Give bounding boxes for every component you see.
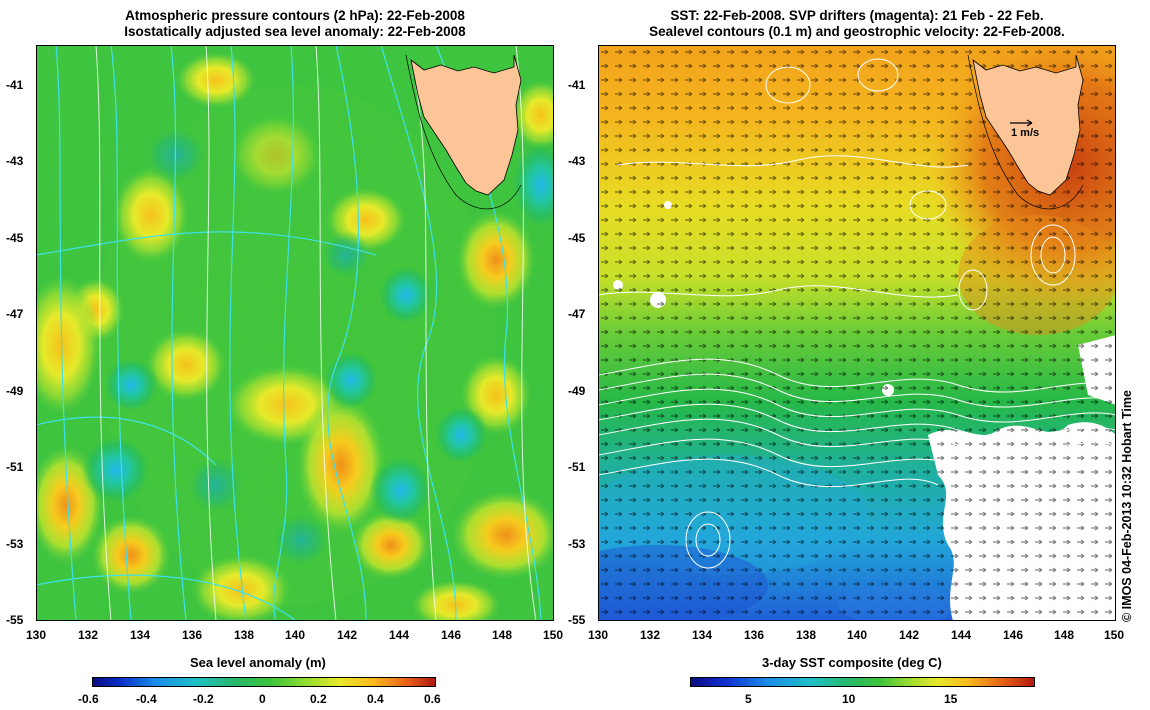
left-xtick-label: 130: [26, 628, 47, 642]
left-xtick-label: 144: [389, 628, 410, 642]
left-ytick-label: -45: [6, 231, 24, 245]
right-ytick-label: -45: [568, 231, 586, 245]
sla-map: [36, 45, 554, 621]
velocity-scale-arrow: [1010, 119, 1033, 127]
right-ytick-label: -53: [568, 537, 586, 551]
right-xtick-label: 136: [744, 628, 765, 642]
left-xtick-label: 150: [543, 628, 564, 642]
sla-colorbar-tick: -0.6: [78, 692, 99, 706]
right-ytick-label: -51: [568, 460, 586, 474]
left-title-line2: Isostatically adjusted sea level anomaly…: [124, 24, 466, 39]
sla-colorbar-tick: 0.4: [367, 692, 384, 706]
left-xtick-label: 142: [337, 628, 358, 642]
right-title-line2: Sealevel contours (0.1 m) and geostrophi…: [649, 24, 1065, 39]
left-xtick-label: 134: [130, 628, 151, 642]
left-ytick-label: -43: [6, 154, 24, 168]
left-xtick-label: 140: [285, 628, 306, 642]
sst-map: [598, 45, 1116, 621]
right-xtick-label: 138: [796, 628, 817, 642]
right-title-line1: SST: 22-Feb-2008. SVP drifters (magenta)…: [670, 8, 1044, 23]
left-ytick-label: -47: [6, 307, 24, 321]
isobars-white: [95, 45, 537, 621]
left-xtick-label: 132: [78, 628, 99, 642]
left-title: Atmospheric pressure contours (2 hPa): 2…: [36, 8, 554, 40]
sla-map-canvas: [36, 45, 554, 621]
right-xtick-label: 142: [899, 628, 920, 642]
sealevel-contours: [598, 58, 1116, 569]
tasmania-land: [410, 54, 522, 196]
sst-colorbar-tick: 10: [842, 692, 856, 706]
left-ytick-label: -55: [6, 613, 24, 627]
right-xtick-label: 146: [1003, 628, 1024, 642]
sst-colorbar: [690, 677, 1035, 687]
sla-colorbar-tick: -0.4: [136, 692, 157, 706]
sst-colorbar-tick: 5: [745, 692, 752, 706]
left-xtick-label: 148: [492, 628, 513, 642]
right-xtick-label: 150: [1104, 628, 1125, 642]
sla-colorbar-tick: 0.6: [424, 692, 441, 706]
shelf-contour: [405, 54, 522, 210]
velocity-scale-label: 1 m/s: [1011, 127, 1040, 139]
right-xtick-label: 130: [588, 628, 609, 642]
sst-colorbar-title: 3-day SST composite (deg C): [762, 655, 942, 670]
right-ytick-label: -49: [568, 384, 586, 398]
right-ytick-label: -41: [568, 78, 586, 92]
left-ytick-label: -49: [6, 384, 24, 398]
imos-credit: © IMOS 04-Feb-2013 10:32 Hobart Time: [1120, 390, 1134, 622]
left-xtick-label: 136: [182, 628, 203, 642]
left-xtick-label: 138: [234, 628, 255, 642]
left-ytick-label: -41: [6, 78, 24, 92]
left-xtick-label: 146: [441, 628, 462, 642]
right-xtick-label: 144: [951, 628, 972, 642]
right-ytick-label: -43: [568, 154, 586, 168]
right-title: SST: 22-Feb-2008. SVP drifters (magenta)…: [598, 8, 1116, 40]
sla-colorbar-tick: -0.2: [193, 692, 214, 706]
right-xtick-label: 148: [1054, 628, 1075, 642]
right-ytick-label: -47: [568, 307, 586, 321]
left-ytick-label: -51: [6, 460, 24, 474]
sla-colorbar-title: Sea level anomaly (m): [190, 655, 326, 670]
left-ytick-label: -53: [6, 537, 24, 551]
right-xtick-label: 132: [640, 628, 661, 642]
shelf-contour-sst: [967, 54, 1084, 210]
sst-map-canvas: [598, 45, 1116, 621]
sla-colorbar-tick: 0.2: [310, 692, 327, 706]
right-ytick-label: -55: [568, 613, 586, 627]
right-xtick-label: 134: [692, 628, 713, 642]
sst-colorbar-tick: 15: [944, 692, 958, 706]
right-xtick-label: 140: [847, 628, 868, 642]
sla-colorbar-tick: 0: [259, 692, 266, 706]
sla-colorbar: [92, 677, 436, 687]
left-title-line1: Atmospheric pressure contours (2 hPa): 2…: [125, 8, 465, 23]
